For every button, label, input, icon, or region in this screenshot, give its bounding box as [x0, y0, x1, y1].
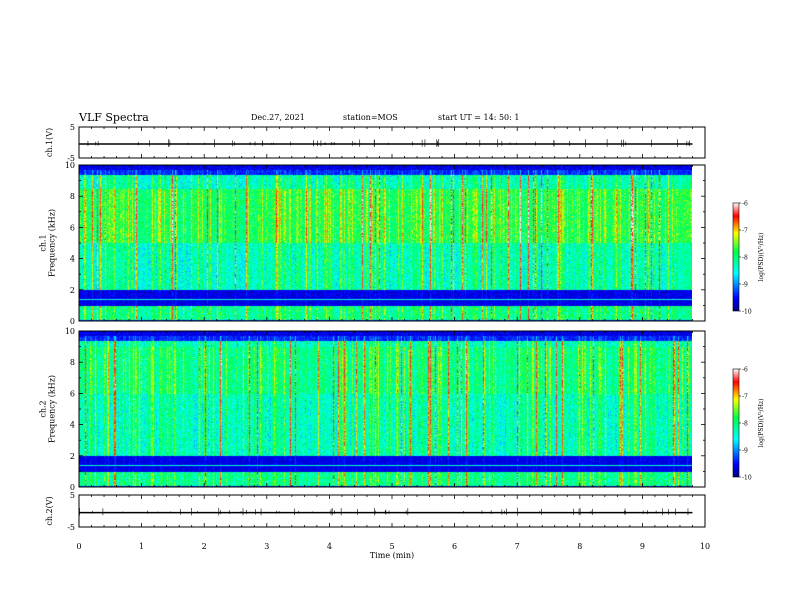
y-axis-label-4: ch.2(V) — [45, 496, 54, 525]
x-tick-label: 0 — [76, 542, 81, 551]
x-tick-label: 4 — [327, 542, 332, 551]
y-axis-label-line: ch.2(V) — [45, 496, 54, 525]
colorbar-tick-label: -7 — [742, 394, 748, 401]
y-tick-label: 8 — [70, 192, 75, 201]
y-tick-label: 0 — [70, 317, 75, 326]
colorbar-1 — [732, 202, 740, 312]
colorbar-label: log(PSD)(V²/Hz) — [758, 233, 765, 282]
y-axis-label-line: ch.1 — [39, 234, 48, 251]
panel-frame-1 — [78, 126, 706, 159]
colorbar-label-2: log(PSD)(V²/Hz) — [758, 399, 765, 448]
y-tick-label: 5 — [70, 491, 75, 500]
y-axis-label-line: Frequency (kHz) — [48, 209, 57, 277]
y-tick-label: 2 — [70, 286, 75, 295]
colorbar-tick-label: -7 — [742, 228, 748, 235]
y-tick-label: 8 — [70, 358, 75, 367]
x-tick-label: 8 — [577, 542, 582, 551]
date-label: Dec.27, 2021 — [251, 113, 305, 122]
colorbar-label-1: log(PSD)(V²/Hz) — [758, 233, 765, 282]
x-tick-label: 10 — [700, 542, 710, 551]
figure-title: VLF Spectra — [79, 111, 149, 124]
ch2-spectrogram-image — [79, 331, 692, 487]
colorbar-label: log(PSD)(V²/Hz) — [758, 399, 765, 448]
y-axis-label-line: ch.2 — [39, 400, 48, 417]
x-tick-label: 3 — [264, 542, 269, 551]
colorbar-tick-label: -9 — [742, 448, 748, 455]
y-axis-label-line: ch.1(V) — [45, 128, 54, 157]
start-time-label: start UT = 14: 50: 1 — [438, 113, 520, 122]
colorbar-tick-label: -6 — [742, 367, 748, 374]
y-axis-label-1: ch.1(V) — [45, 128, 54, 157]
y-tick-label: 10 — [65, 327, 75, 336]
y-axis-label-2: ch.1 Frequency (kHz) — [39, 209, 57, 277]
y-tick-label: 2 — [70, 452, 75, 461]
colorbar-2 — [732, 368, 740, 478]
colorbar-tick-label: -9 — [742, 282, 748, 289]
y-tick-label: 0 — [70, 483, 75, 492]
x-tick-label: 6 — [452, 542, 457, 551]
y-tick-label: 6 — [70, 389, 75, 398]
station-label: station=MOS — [343, 113, 398, 122]
colorbar-tick-label: -10 — [742, 309, 752, 316]
x-tick-label: 9 — [640, 542, 645, 551]
y-tick-label: -5 — [67, 523, 75, 532]
x-tick-label: 1 — [139, 542, 144, 551]
x-tick-label: 7 — [515, 542, 520, 551]
x-tick-label: 5 — [389, 542, 394, 551]
panel-frame-4 — [78, 494, 706, 528]
x-axis-label: Time (min) — [370, 551, 414, 560]
y-axis-label-line: Frequency (kHz) — [48, 375, 57, 443]
colorbar-tick-label: -6 — [742, 201, 748, 208]
colorbar-tick-label: -10 — [742, 475, 752, 482]
colorbar-tick-label: -8 — [742, 255, 748, 262]
x-tick-label: 2 — [202, 542, 207, 551]
y-tick-label: 4 — [70, 255, 75, 264]
y-tick-label: -5 — [67, 154, 75, 163]
y-axis-label-3: ch.2 Frequency (kHz) — [39, 375, 57, 443]
y-tick-label: 6 — [70, 223, 75, 232]
y-tick-label: 10 — [65, 161, 75, 170]
ch1-spectrogram-image — [79, 165, 692, 321]
colorbar-tick-label: -8 — [742, 421, 748, 428]
y-tick-label: 5 — [70, 123, 75, 132]
y-tick-label: 4 — [70, 421, 75, 430]
